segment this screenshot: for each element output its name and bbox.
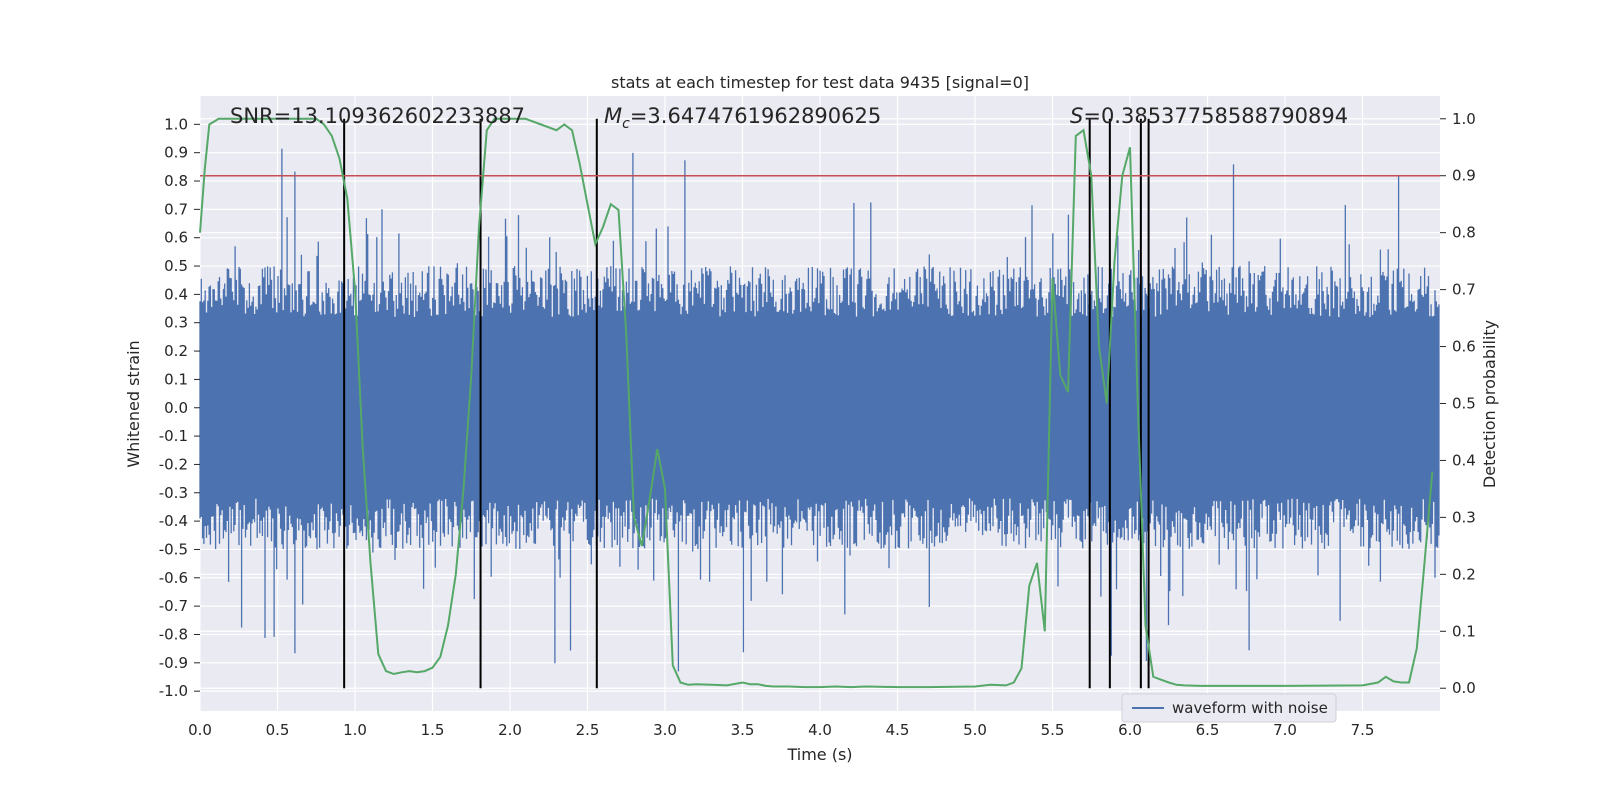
y2-tick-label: 1.0 [1452, 110, 1476, 128]
s-annotation: S=0.38537758588790894 [1070, 104, 1348, 128]
legend: waveform with noise [1121, 693, 1337, 723]
y-tick-label: -0.8 [159, 625, 188, 643]
y2-tick-label: 0.6 [1452, 338, 1476, 356]
y-tick-label: 0.4 [164, 285, 188, 303]
y2-tick-label: 0.3 [1452, 508, 1476, 526]
y-tick-label: 0.6 [164, 229, 188, 247]
y-tick-label: 0.8 [164, 172, 188, 190]
y-ticks: -1.0 -0.9 -0.8 -0.7 -0.6 -0.5 -0.4 -0.3 -0.2 -0.1… [159, 115, 200, 700]
y2-tick-label: 0.9 [1452, 167, 1476, 185]
y-tick-label: -0.4 [159, 512, 188, 530]
y-tick-label: -0.1 [159, 427, 188, 445]
x-axis-label: Time (s) [786, 745, 852, 764]
x-tick-label: 1.0 [343, 721, 367, 739]
probability-line [199, 117, 1434, 689]
y-tick-label: 0.1 [164, 370, 188, 388]
s-value: =0.38537758588790894 [1083, 104, 1348, 128]
probability-series [199, 117, 1434, 689]
y-tick-label: 0.9 [164, 144, 188, 162]
x-tick-label: 0.5 [266, 721, 290, 739]
y2-tick-label: 0.5 [1452, 395, 1476, 413]
x-tick-label: 2.0 [498, 721, 522, 739]
y2-tick-label: 0.4 [1452, 451, 1476, 469]
mc-value: =3.6474761962890625 [630, 104, 881, 128]
legend-box [1121, 693, 1337, 723]
x-tick-label: 3.0 [653, 721, 677, 739]
mc-annotation: Mc=3.6474761962890625 [604, 104, 881, 132]
legend-label: waveform with noise [1172, 699, 1328, 717]
y-tick-label: 0.7 [164, 200, 188, 218]
y2-ticks: 0.0 0.1 0.2 0.3 0.4 0.5 0.6 0.7 0.8 0.9 1.0 [1440, 110, 1476, 697]
y-axis-label: Whitened strain [124, 340, 143, 467]
y-tick-label: 0.5 [164, 257, 188, 275]
x-ticks: 0.0 0.5 1.0 1.5 2.0 2.5 3.0 3.5 4.0 4.5 5.0 5.5 6.0 6… [188, 721, 1374, 739]
x-tick-label: 4.5 [886, 721, 910, 739]
y-tick-label: -0.2 [159, 455, 188, 473]
waveform-path [199, 148, 1440, 672]
y-tick-label: 1.0 [164, 115, 188, 133]
y2-tick-label: 0.7 [1452, 281, 1476, 299]
x-tick-label: 6.5 [1196, 721, 1220, 739]
x-tick-label: 6.0 [1118, 721, 1142, 739]
y2-tick-label: 0.0 [1452, 679, 1476, 697]
y2-tick-label: 0.2 [1452, 565, 1476, 583]
y-tick-label: 0.0 [164, 399, 188, 417]
x-tick-label: 4.0 [808, 721, 832, 739]
x-tick-label: 2.5 [576, 721, 600, 739]
chart-title: stats at each timestep for test data 943… [611, 73, 1029, 92]
y-tick-label: 0.2 [164, 342, 188, 360]
y2-tick-label: 0.8 [1452, 224, 1476, 242]
y-tick-label: -0.6 [159, 569, 188, 587]
x-tick-label: 1.5 [421, 721, 445, 739]
x-tick-label: 3.5 [731, 721, 755, 739]
y-tick-label: -1.0 [159, 682, 188, 700]
x-tick-label: 5.0 [963, 721, 987, 739]
y2-tick-label: 0.1 [1452, 622, 1476, 640]
x-tick-label: 5.5 [1041, 721, 1065, 739]
y-tick-label: -0.3 [159, 484, 188, 502]
y-tick-label: 0.3 [164, 314, 188, 332]
snr-annotation: SNR=13.109362602233887 [230, 104, 525, 128]
mc-symbol: M [604, 104, 622, 128]
s-symbol: S [1070, 104, 1083, 128]
y-tick-label: -0.9 [159, 654, 188, 672]
waveform-series [199, 148, 1440, 672]
y-tick-label: -0.5 [159, 540, 188, 558]
y2-axis-label: Detection probability [1480, 320, 1499, 488]
x-tick-label: 0.0 [188, 721, 212, 739]
vertical-lines [343, 118, 1150, 689]
x-tick-label: 7.0 [1273, 721, 1297, 739]
x-tick-label: 7.5 [1351, 721, 1375, 739]
mc-subscript: c [622, 116, 630, 132]
y-tick-label: -0.7 [159, 597, 188, 615]
